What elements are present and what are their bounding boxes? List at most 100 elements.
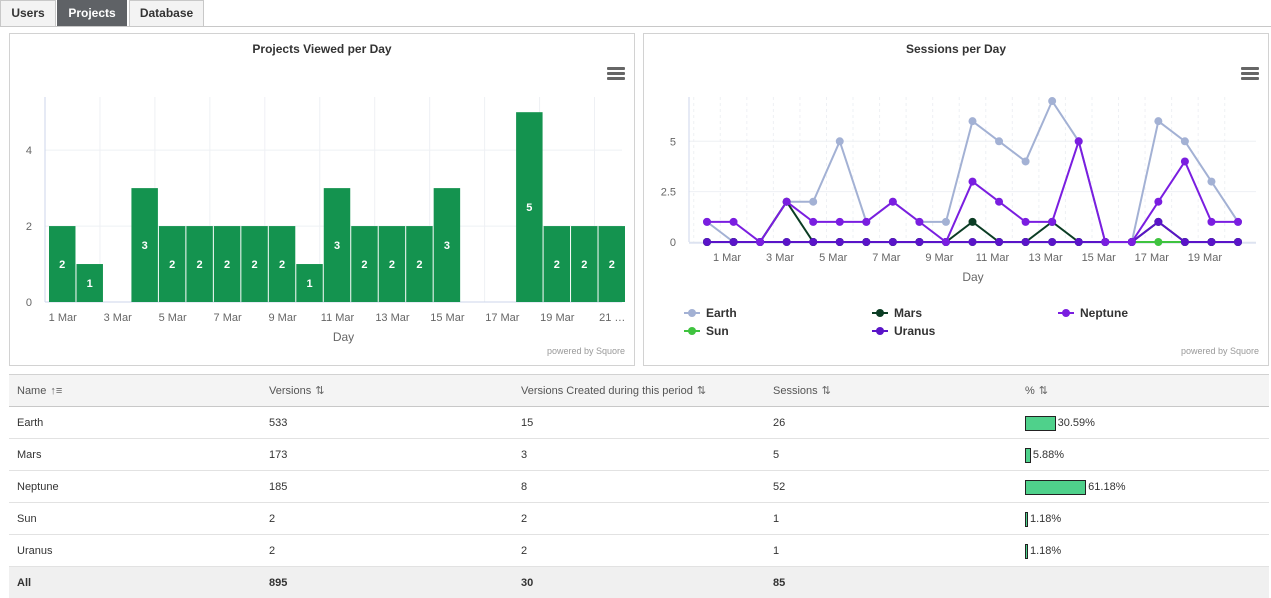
y-tick-label: 5: [670, 136, 676, 148]
table-row[interactable]: Uranus 2 2 1 1.18%: [9, 535, 1269, 567]
bar-data-label: 1: [87, 278, 93, 290]
cell-versions-created: 30: [521, 577, 534, 589]
sort-icon[interactable]: ⇅: [821, 385, 831, 397]
cell-sessions: 1: [773, 513, 780, 525]
data-point-neptune: [703, 217, 711, 226]
cell-name: Mars: [17, 449, 42, 461]
bar: [186, 226, 213, 302]
data-point-neptune: [1101, 238, 1110, 246]
bar-data-label: 3: [334, 240, 340, 252]
table-row[interactable]: Mars 173 3 5 5.88%: [9, 439, 1269, 471]
cell-name: Neptune: [17, 481, 59, 493]
bar: [351, 226, 378, 302]
tab-projects[interactable]: Projects: [57, 0, 127, 26]
column-header-versions-created[interactable]: Versions Created during this period ⇅: [521, 385, 707, 397]
data-point-neptune: [1127, 238, 1136, 246]
bar-data-label: 2: [416, 259, 422, 271]
chart-credit[interactable]: powered by Squore: [1180, 346, 1259, 356]
data-point-neptune: [835, 217, 844, 226]
cell-versions-created: 15: [521, 417, 534, 429]
data-point-neptune: [1180, 157, 1189, 166]
data-point-neptune: [1234, 217, 1242, 226]
data-point-neptune: [1021, 217, 1030, 226]
data-point-uranus: [968, 238, 977, 246]
x-tick-label: 15 Mar: [1082, 252, 1117, 264]
sort-icon[interactable]: ⇅: [696, 385, 707, 397]
bar-chart: 0 2 4 2 1 3 2 2 2 2 2 1 3 2 2 2 3 5 2 2 2 1 Mar 3 Mar 5 Mar 7 Ma…: [26, 97, 625, 344]
x-tick-label: 11 Mar: [321, 312, 355, 324]
data-point-uranus: [1207, 238, 1216, 246]
bar: [323, 188, 351, 302]
cell-sessions: 85: [773, 577, 786, 589]
bar-data-label: 2: [581, 259, 587, 271]
tab-users[interactable]: Users: [0, 0, 56, 26]
table-footer-row: All 895 30 85: [9, 567, 1269, 598]
column-header-versions[interactable]: Versions ⇅: [269, 385, 325, 397]
bar: [296, 264, 323, 302]
x-tick-label: 7 Mar: [214, 312, 242, 324]
data-point-uranus: [703, 238, 711, 246]
data-point-uranus: [1180, 238, 1189, 246]
cell-name: Uranus: [17, 545, 53, 557]
x-tick-label: 9 Mar: [925, 252, 953, 264]
sort-icon[interactable]: ⇅: [315, 385, 325, 397]
cell-versions-created: 2: [521, 513, 528, 525]
column-header-percent[interactable]: % ⇅: [1025, 385, 1048, 397]
column-header-name[interactable]: Name ↑≡: [17, 385, 63, 397]
x-tick-label: 5 Mar: [819, 252, 847, 264]
cell-sessions: 26: [773, 417, 786, 429]
data-point-neptune: [782, 197, 791, 206]
bar-data-label: 5: [526, 202, 532, 214]
cell-name: Sun: [17, 513, 37, 525]
data-point-uranus: [1021, 238, 1030, 246]
cell-percent: 1.18%: [1025, 503, 1061, 535]
data-point-earth: [1048, 97, 1057, 106]
x-tick-label: 13 Mar: [375, 312, 410, 324]
x-tick-label: 3 Mar: [104, 312, 132, 324]
cell-percent: 5.88%: [1025, 439, 1064, 471]
table-row[interactable]: Earth 533 15 26 30.59%: [9, 407, 1269, 439]
tab-database[interactable]: Database: [129, 0, 204, 26]
chart-credit[interactable]: powered by Squore: [546, 346, 625, 356]
data-point-neptune: [1207, 217, 1216, 226]
data-point-neptune: [756, 238, 765, 246]
bar: [543, 226, 571, 302]
data-point-earth: [968, 117, 977, 126]
cell-versions: 173: [269, 449, 288, 461]
hamburger-menu-icon[interactable]: [607, 67, 625, 81]
data-point-uranus: [995, 238, 1004, 246]
table-row[interactable]: Neptune 185 8 52 61.18%: [9, 471, 1269, 503]
data-point-earth: [1207, 177, 1216, 186]
bar: [213, 226, 241, 302]
data-point-uranus: [888, 238, 897, 246]
sort-asc-icon[interactable]: ↑≡: [50, 385, 63, 397]
bar-data-label: 2: [224, 259, 230, 271]
cell-sessions: 1: [773, 545, 780, 557]
percent-bar: [1025, 479, 1087, 495]
table-row[interactable]: Sun 2 2 1 1.18%: [9, 503, 1269, 535]
cell-versions-created: 3: [521, 449, 528, 461]
bar: [571, 226, 598, 302]
data-point-neptune: [862, 217, 871, 226]
sort-icon[interactable]: ⇅: [1038, 385, 1048, 397]
data-point-earth: [809, 197, 818, 206]
bar: [241, 226, 268, 302]
x-tick-label: 19 Mar: [1188, 252, 1223, 264]
bar-data-label: 2: [361, 259, 367, 271]
data-point-uranus: [915, 238, 924, 246]
column-header-sessions[interactable]: Sessions ⇅: [773, 385, 831, 397]
data-point-mars: [968, 217, 977, 226]
x-tick-label: 3 Mar: [766, 252, 794, 264]
cell-versions: 533: [269, 417, 288, 429]
data-point-neptune: [941, 238, 950, 246]
hamburger-menu-icon[interactable]: [1241, 67, 1259, 81]
x-axis-title: Day: [333, 330, 354, 344]
data-point-uranus: [729, 238, 738, 246]
data-point-neptune: [729, 217, 738, 226]
data-point-neptune: [888, 197, 897, 206]
bar-data-label: 2: [252, 259, 258, 271]
cell-versions: 2: [269, 513, 276, 525]
data-point-neptune: [968, 177, 977, 186]
bar-data-label: 2: [609, 259, 615, 271]
projects-table: Name ↑≡ Versions ⇅ Versions Created during…: [9, 374, 1269, 598]
